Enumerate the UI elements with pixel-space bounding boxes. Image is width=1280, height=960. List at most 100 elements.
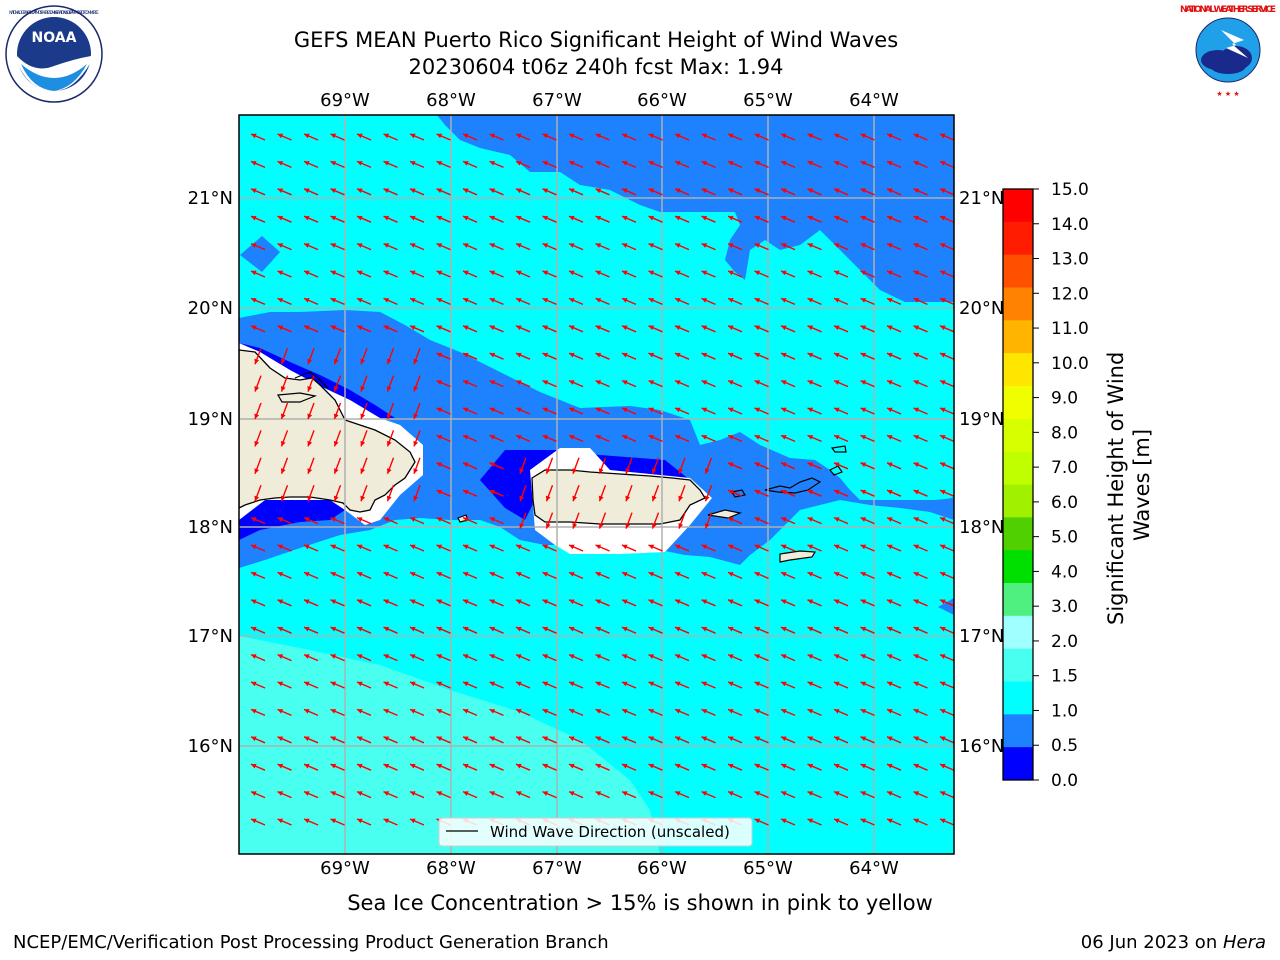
wind-wave-arrowhead bbox=[807, 517, 814, 522]
wind-wave-arrowhead bbox=[569, 435, 575, 440]
wind-wave-arrowhead bbox=[251, 654, 257, 659]
lat-labels-left: 21°N 20°N 19°N 18°N 17°N 16°N bbox=[188, 188, 233, 757]
wind-wave-arrowhead bbox=[569, 709, 575, 714]
wind-wave-arrowhead bbox=[489, 435, 496, 440]
nws-stars: ★ ★ ★ bbox=[1216, 90, 1239, 98]
wind-wave-arrowhead bbox=[436, 215, 443, 221]
wind-wave-arrowhead bbox=[357, 791, 363, 796]
wind-wave-arrowhead bbox=[648, 681, 655, 687]
wind-wave-arrowhead bbox=[887, 654, 893, 659]
wind-wave-arrowhead bbox=[251, 298, 257, 303]
wind-wave-arrowhead bbox=[675, 736, 681, 742]
wind-wave-arrowhead bbox=[675, 352, 681, 358]
wind-wave-arrowhead bbox=[383, 654, 390, 659]
wind-wave-arrowhead bbox=[386, 440, 392, 447]
wind-wave-arrowhead bbox=[357, 243, 363, 248]
wind-wave-arrowhead bbox=[834, 161, 840, 166]
wind-wave-arrowhead bbox=[728, 270, 734, 276]
colorbar-segment bbox=[1003, 254, 1033, 288]
wind-wave-arrowhead bbox=[860, 572, 867, 577]
wind-wave-arrowhead bbox=[887, 489, 893, 495]
wind-wave-arrowhead bbox=[648, 298, 655, 303]
wind-wave-arrowhead bbox=[701, 161, 708, 166]
wind-wave-arrowhead bbox=[413, 468, 419, 474]
wind-wave-arrowhead bbox=[516, 654, 522, 659]
wind-wave-arrowhead bbox=[728, 681, 734, 687]
wind-wave-arrowhead bbox=[754, 572, 761, 577]
wind-wave-arrowhead bbox=[463, 599, 469, 605]
wind-wave-arrowhead bbox=[436, 407, 443, 413]
wind-wave-arrowhead bbox=[569, 681, 575, 687]
wind-wave-arrowhead bbox=[940, 681, 946, 687]
wind-wave-arrowhead bbox=[410, 818, 416, 824]
wind-wave-arrowhead bbox=[489, 763, 496, 769]
wind-wave-arrowhead bbox=[728, 188, 734, 194]
wind-wave-arrowhead bbox=[887, 763, 893, 769]
nws-ring-text: NATIONAL WEATHER SERVICE bbox=[1180, 5, 1276, 15]
wind-wave-arrowhead bbox=[595, 325, 602, 331]
wind-wave-arrowhead bbox=[940, 626, 946, 632]
wind-wave-arrowhead bbox=[516, 599, 522, 605]
wind-wave-arrowhead bbox=[519, 523, 525, 529]
wind-wave-arrowhead bbox=[489, 188, 496, 194]
wind-wave-arrowhead bbox=[678, 495, 684, 502]
wind-wave-arrowhead bbox=[625, 523, 631, 529]
wind-wave-arrowhead bbox=[728, 215, 734, 221]
wind-wave-arrowhead bbox=[913, 298, 920, 303]
wind-wave-arrowhead bbox=[569, 270, 575, 276]
wind-wave-arrowhead bbox=[277, 298, 284, 303]
wind-wave-arrowhead bbox=[940, 352, 946, 358]
wind-wave-arrowhead bbox=[860, 435, 867, 440]
wind-wave-arrowhead bbox=[542, 599, 549, 605]
wind-wave-arrowhead bbox=[887, 352, 893, 358]
wind-wave-arrowhead bbox=[728, 407, 734, 413]
wind-wave-arrowhead bbox=[860, 270, 867, 276]
wind-wave-arrowhead bbox=[834, 572, 840, 577]
wind-wave-arrowhead bbox=[675, 572, 681, 577]
wind-wave-arrowhead bbox=[436, 298, 443, 303]
wind-wave-arrowhead bbox=[569, 599, 575, 605]
wind-wave-arrowhead bbox=[675, 243, 681, 248]
wind-wave-arrowhead bbox=[651, 523, 657, 529]
wind-wave-arrowhead bbox=[887, 270, 893, 276]
wind-wave-arrowhead bbox=[357, 544, 363, 550]
wind-wave-arrowhead bbox=[701, 188, 708, 194]
wind-wave-arrowhead bbox=[940, 818, 946, 824]
wind-wave-arrowhead bbox=[940, 763, 946, 769]
wind-wave-arrowhead bbox=[913, 654, 920, 659]
wind-wave-arrowhead bbox=[330, 133, 337, 139]
wind-wave-arrowhead bbox=[383, 763, 390, 769]
wind-wave-arrowhead bbox=[463, 763, 469, 769]
wind-wave-arrowhead bbox=[704, 495, 710, 502]
wind-wave-arrowhead bbox=[410, 626, 416, 632]
wind-wave-arrowhead bbox=[913, 681, 920, 687]
wind-wave-arrowhead bbox=[572, 468, 578, 474]
wind-wave-arrowhead bbox=[569, 572, 575, 577]
colorbar-tick-label: 15.0 bbox=[1051, 180, 1089, 200]
wind-wave-arrowhead bbox=[913, 325, 920, 331]
wind-wave-arrowhead bbox=[330, 270, 337, 276]
wind-wave-arrowhead bbox=[463, 243, 469, 248]
wind-wave-arrowhead bbox=[940, 215, 946, 221]
wind-wave-arrowhead bbox=[860, 161, 867, 166]
wind-wave-arrowhead bbox=[701, 435, 708, 440]
wind-wave-arrowhead bbox=[463, 325, 469, 331]
wind-wave-arrowhead bbox=[542, 763, 549, 769]
wind-wave-arrowhead bbox=[860, 462, 867, 468]
wind-wave-arrowhead bbox=[516, 161, 522, 166]
wind-wave-arrowhead bbox=[622, 243, 628, 248]
colorbar-segment bbox=[1003, 583, 1033, 617]
wind-wave-arrowhead bbox=[940, 298, 946, 303]
wind-wave-arrowhead bbox=[569, 791, 575, 796]
wind-wave-arrowhead bbox=[410, 270, 416, 276]
wind-wave-arrowhead bbox=[254, 413, 260, 419]
wind-wave-arrowhead bbox=[463, 736, 469, 742]
wind-wave-arrowhead bbox=[754, 818, 761, 824]
wind-wave-arrowhead bbox=[489, 709, 496, 714]
wind-wave-arrowhead bbox=[410, 243, 416, 248]
wind-wave-arrowhead bbox=[489, 352, 496, 358]
wind-wave-arrowhead bbox=[754, 763, 761, 769]
wind-wave-arrowhead bbox=[254, 358, 260, 365]
wind-wave-arrowhead bbox=[357, 709, 363, 714]
wind-wave-arrowhead bbox=[304, 161, 310, 166]
